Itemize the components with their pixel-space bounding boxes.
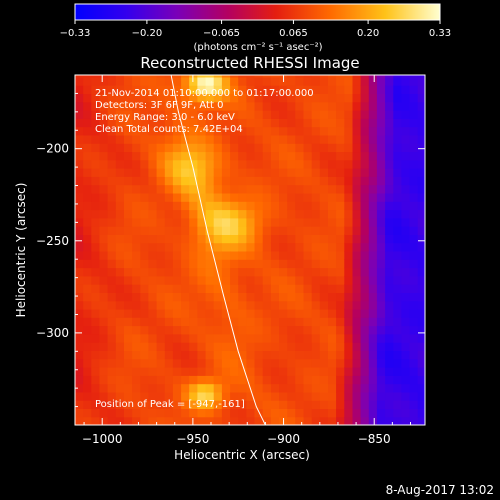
colorbar-unit-label: (photons cm⁻² s⁻¹ asec⁻²)	[193, 42, 322, 53]
y-axis-label: Heliocentric Y (arcsec)	[14, 183, 28, 318]
x-tick-label: −950	[176, 432, 209, 446]
timestamp: 8-Aug-2017 13:02	[386, 483, 494, 497]
x-tick-label: −850	[358, 432, 391, 446]
colorbar-tick-label: −0.33	[60, 28, 91, 39]
annotation-clean-counts: Clean Total counts: 7.42E+04	[95, 124, 243, 135]
x-tick-label: −900	[267, 432, 300, 446]
x-tick-label: −1000	[82, 432, 123, 446]
colorbar-tick-label: −0.065	[203, 28, 240, 39]
chart-title: Reconstructed RHESSI Image	[140, 54, 359, 72]
annotation-peak-position: Position of Peak = [-947,-161]	[95, 399, 245, 410]
annotation-time-range: 21-Nov-2014 01:10:00.000 to 01:17:00.000	[95, 88, 314, 99]
colorbar-tick-label: 0.33	[429, 28, 451, 39]
y-tick-label: −200	[36, 142, 69, 156]
annotation-detectors: Detectors: 3F 6F 9F, Att 0	[95, 100, 223, 111]
heatmap-image	[75, 75, 425, 425]
annotation-energy-range: Energy Range: 3.0 - 6.0 keV	[95, 112, 235, 123]
y-tick-label: −250	[36, 234, 69, 248]
solar-limb-curve	[170, 75, 266, 425]
axis-ticks: −1000 −950 −900 −850 −200 −250 −300	[36, 75, 425, 446]
plot-frame	[74, 74, 426, 426]
colorbar-ticks: −0.33 −0.20 −0.065 0.065 0.20 0.33	[60, 20, 451, 39]
colorbar-tick-label: 0.20	[357, 28, 379, 39]
colorbar-tick-label: −0.20	[132, 28, 163, 39]
colorbar-tick-label: 0.065	[279, 28, 308, 39]
y-tick-label: −300	[36, 326, 69, 340]
colorbar	[74, 3, 441, 21]
x-axis-label: Heliocentric X (arcsec)	[174, 448, 310, 462]
